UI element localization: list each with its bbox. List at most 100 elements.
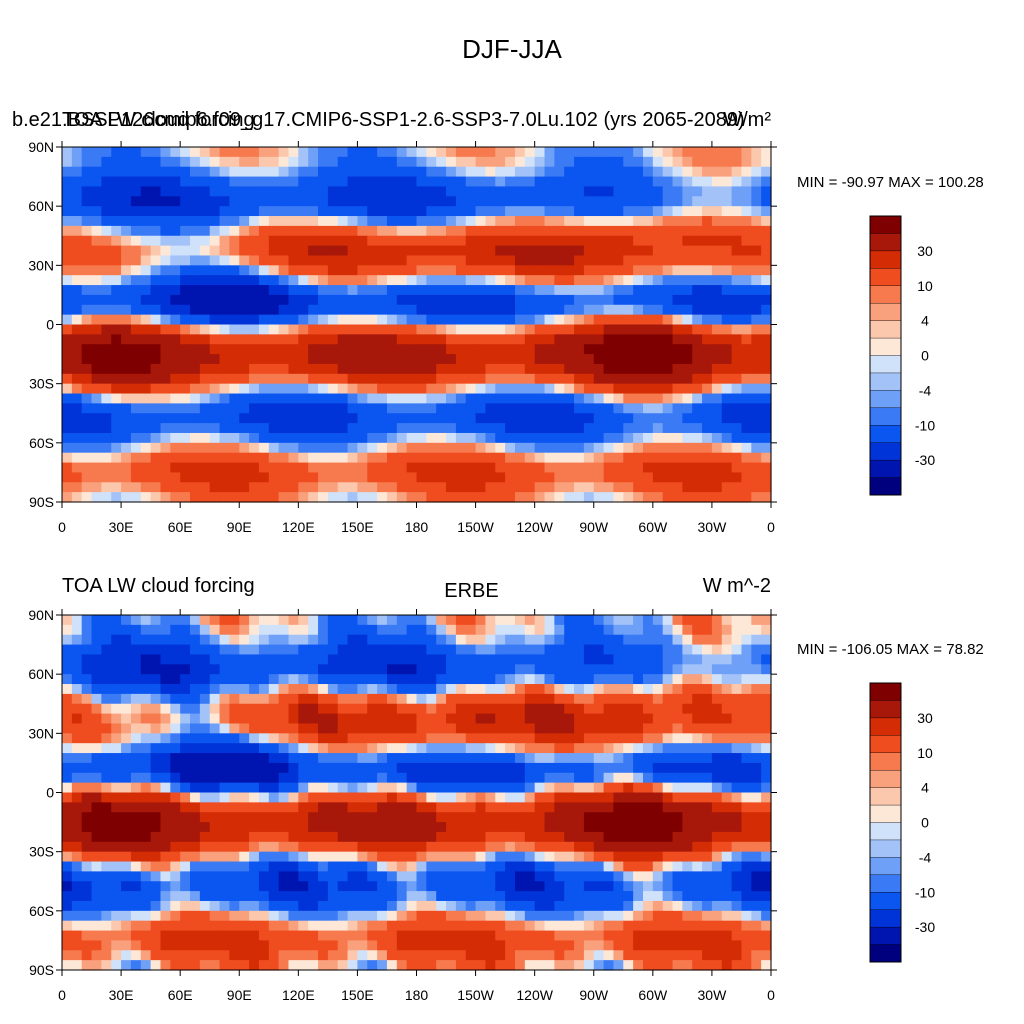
field-cell [140, 294, 152, 306]
field-cell [337, 403, 349, 414]
field-cell [318, 753, 329, 764]
field-cell [416, 403, 427, 414]
field-cell [357, 634, 368, 646]
field-cell [465, 472, 477, 483]
field-cell [140, 802, 152, 813]
field-cell [219, 674, 231, 685]
field-cell [258, 664, 270, 675]
field-cell [514, 156, 526, 168]
field-cell [485, 294, 496, 306]
field-cell [554, 900, 565, 912]
field-cell [111, 186, 122, 197]
field-cell [101, 891, 112, 902]
field-cell [62, 196, 73, 207]
field-cell [583, 482, 595, 493]
field-cell [446, 383, 457, 395]
field-cell [219, 615, 231, 626]
field-cell [554, 285, 565, 296]
field-cell [662, 674, 674, 685]
field-cell [721, 413, 733, 424]
field-cell [692, 851, 703, 863]
field-cell [761, 861, 772, 872]
field-cell [278, 334, 290, 345]
field-cell [583, 624, 595, 636]
field-cell [337, 792, 349, 803]
field-cell [465, 492, 477, 503]
field-cell [377, 354, 388, 365]
field-cell [564, 403, 575, 414]
field-cell [455, 255, 467, 266]
field-cell [633, 403, 644, 414]
field-cell [416, 492, 427, 503]
field-cell [150, 782, 162, 794]
field-cell [692, 383, 703, 395]
field-cell [544, 166, 555, 178]
field-cell [761, 482, 772, 493]
field-cell [318, 743, 329, 754]
field-cell [62, 442, 73, 454]
field-cell [386, 851, 398, 863]
field-cell [652, 186, 664, 197]
field-cell [62, 373, 73, 385]
field-cell [101, 314, 112, 326]
field-cell [455, 654, 467, 665]
field-cell [406, 245, 418, 257]
field-cell [406, 255, 418, 266]
field-cell [308, 216, 319, 227]
field-cell [603, 684, 615, 695]
field-cell [347, 772, 359, 784]
field-cell [386, 693, 398, 705]
field-cell [554, 245, 565, 257]
field-cell [711, 743, 723, 754]
field-cell [603, 245, 615, 257]
field-cell [574, 492, 585, 503]
field-cell [514, 413, 526, 424]
field-cell [268, 831, 280, 843]
field-cell [514, 324, 526, 335]
field-cell [229, 324, 240, 335]
field-cell [219, 166, 231, 178]
field-cell [741, 147, 752, 158]
field-cell [160, 743, 171, 754]
field-cell [436, 723, 447, 734]
field-cell [711, 265, 723, 276]
field-cell [426, 900, 437, 912]
field-cell [396, 442, 408, 454]
field-cell [327, 684, 339, 695]
field-cell [613, 782, 624, 794]
field-cell [741, 492, 752, 503]
field-cell [652, 615, 664, 626]
field-cell [475, 664, 487, 675]
field-cell [130, 881, 142, 892]
field-cell [702, 452, 713, 464]
field-cell [180, 235, 191, 247]
field-cell [180, 693, 191, 705]
field-cell [170, 910, 181, 922]
field-cell [633, 225, 644, 237]
field-cell [672, 482, 683, 493]
field-cell [150, 363, 162, 375]
field-cell [613, 176, 624, 188]
field-cell [505, 206, 516, 217]
field-cell [495, 910, 506, 922]
field-cell [761, 147, 772, 158]
field-cell [534, 713, 546, 725]
field-cell [258, 841, 270, 853]
field-cell [160, 693, 171, 705]
field-cell [190, 684, 201, 695]
field-cell [347, 634, 359, 646]
field-cell [268, 753, 280, 764]
field-cell [150, 674, 162, 685]
field-cell [416, 703, 427, 715]
field-cell [613, 871, 624, 882]
field-cell [721, 782, 733, 794]
field-cell [318, 354, 329, 365]
field-cell [406, 186, 418, 197]
field-cell [278, 891, 290, 902]
field-cell [642, 871, 654, 882]
field-cell [209, 462, 221, 474]
field-cell [190, 452, 201, 464]
field-cell [209, 156, 221, 168]
field-cell [751, 275, 762, 286]
field-cell [229, 851, 240, 863]
